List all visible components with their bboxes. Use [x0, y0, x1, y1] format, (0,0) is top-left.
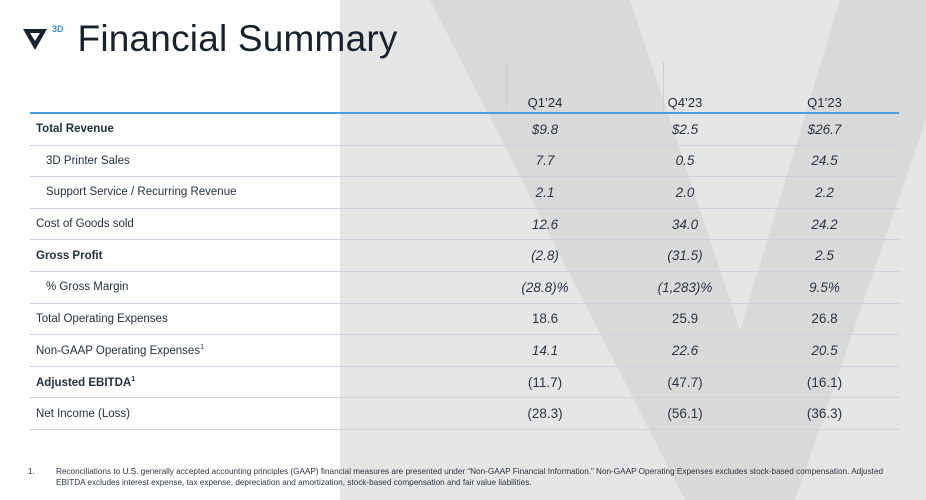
row-label-text: Cost of Goods sold	[36, 218, 134, 231]
cell-value: $26.7	[750, 113, 899, 146]
cell-value: 12.6	[470, 208, 620, 241]
cell-value: (56.1)	[620, 397, 750, 430]
cell-value: 34.0	[620, 208, 750, 241]
row-label-text: Net Income (Loss)	[36, 407, 130, 420]
column-header-q1-23: Q1’23	[750, 88, 899, 114]
column-header-label	[30, 88, 470, 114]
footnote-marker: 1	[131, 375, 136, 383]
cell-value: (47.7)	[620, 366, 750, 399]
logo-v-icon	[23, 29, 47, 50]
table-row: Non-GAAP Operating Expenses1 14.1 22.6 20.5	[30, 334, 899, 367]
footnote: 1. Reconciliations to U.S. generally acc…	[28, 466, 888, 488]
column-divider	[663, 62, 664, 110]
column-divider	[506, 62, 507, 110]
financial-table: Q1’24 Q4’23 Q1’23 Total Revenue $9.8 $2.5 $…	[30, 88, 899, 430]
cell-value: 14.1	[470, 334, 620, 367]
logo-superscript: 3D	[52, 24, 64, 34]
cell-value: (11.7)	[470, 366, 620, 399]
footnote-number: 1.	[28, 467, 35, 476]
cell-value: (28.3)	[470, 397, 620, 430]
cell-value: 24.2	[750, 208, 899, 241]
row-label-text: Support Service / Recurring Revenue	[46, 186, 237, 199]
table-header-row: Q1’24 Q4’23 Q1’23	[30, 88, 899, 114]
cell-value: (2.8)	[470, 239, 620, 272]
page-title: Financial Summary	[77, 18, 398, 59]
table-row: Gross Profit (2.8) (31.5) 2.5	[30, 239, 899, 272]
table-row: Cost of Goods sold 12.6 34.0 24.2	[30, 208, 899, 241]
column-header-q1-24: Q1’24	[470, 88, 620, 114]
table-row: Net Income (Loss) (28.3) (56.1) (36.3)	[30, 397, 899, 430]
row-label: Net Income (Loss)	[30, 397, 470, 430]
cell-value: 26.8	[750, 303, 899, 336]
cell-value: (16.1)	[750, 366, 899, 399]
cell-value: 0.5	[620, 145, 750, 178]
row-label-text: Adjusted EBITDA	[36, 376, 132, 389]
row-label-text: % Gross Margin	[46, 281, 129, 294]
cell-value: (28.8)%	[470, 271, 620, 304]
cell-value: $2.5	[620, 113, 750, 146]
row-label: 3D Printer Sales	[30, 145, 470, 178]
table-row: Total Revenue $9.8 $2.5 $26.7	[30, 113, 899, 146]
column-header-q4-23: Q4’23	[620, 88, 750, 114]
table-row: Total Operating Expenses 18.6 25.9 26.8	[30, 303, 899, 336]
cell-value: (1,283)%	[620, 271, 750, 304]
cell-value: 24.5	[750, 145, 899, 178]
table-row: Support Service / Recurring Revenue 2.1 2.…	[30, 176, 899, 209]
cell-value: 9.5%	[750, 271, 899, 304]
row-label-text: 3D Printer Sales	[46, 154, 130, 167]
row-label-text: Total Operating Expenses	[36, 312, 168, 325]
row-label: Cost of Goods sold	[30, 208, 470, 241]
cell-value: $9.8	[470, 113, 620, 146]
row-label: Non-GAAP Operating Expenses1	[30, 334, 470, 367]
row-label: Gross Profit	[30, 239, 470, 272]
footnote-text: Reconciliations to U.S. generally accept…	[56, 467, 884, 487]
cell-value: 2.2	[750, 176, 899, 209]
cell-value: 20.5	[750, 334, 899, 367]
cell-value: 2.5	[750, 239, 899, 272]
cell-value: (31.5)	[620, 239, 750, 272]
cell-value: 2.0	[620, 176, 750, 209]
table-row: 3D Printer Sales 7.7 0.5 24.5	[30, 145, 899, 178]
table-row: Adjusted EBITDA1 (11.7) (47.7) (16.1)	[30, 366, 899, 399]
table-row: % Gross Margin (28.8)% (1,283)% 9.5%	[30, 271, 899, 304]
cell-value: 25.9	[620, 303, 750, 336]
row-label: Support Service / Recurring Revenue	[30, 176, 470, 209]
row-label: Adjusted EBITDA1	[30, 366, 470, 399]
row-label: % Gross Margin	[30, 271, 470, 304]
cell-value: (36.3)	[750, 397, 899, 430]
cell-value: 18.6	[470, 303, 620, 336]
footnote-marker: 1	[200, 344, 204, 352]
row-label-text: Non-GAAP Operating Expenses	[36, 344, 201, 357]
row-label: Total Operating Expenses	[30, 303, 470, 336]
row-label: Total Revenue	[30, 113, 470, 146]
cell-value: 22.6	[620, 334, 750, 367]
header: 3D Financial Summary	[22, 14, 398, 64]
cell-value: 2.1	[470, 176, 620, 209]
cell-value: 7.7	[470, 145, 620, 178]
row-label-text: Gross Profit	[36, 249, 103, 262]
row-label-text: Total Revenue	[36, 123, 114, 136]
